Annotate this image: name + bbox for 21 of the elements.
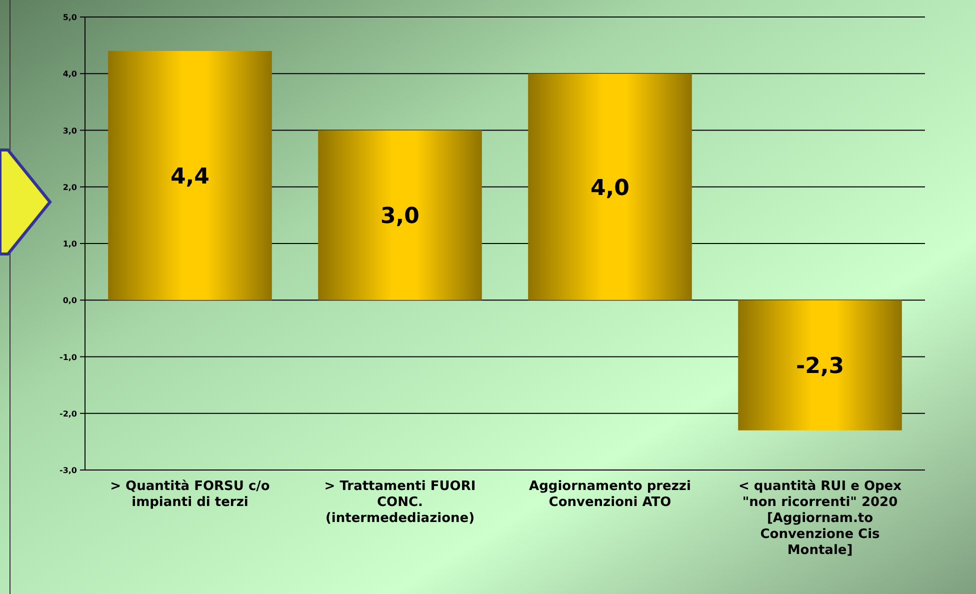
x-tick-label: > Trattamenti FUORI CONC. (intermedediazione): [324, 479, 476, 526]
data-label: -2,3: [796, 354, 844, 380]
data-label: 4,4: [170, 164, 210, 190]
x-tick-label: < quantità RUI e Opex "non ricorrenti" 2020 [Aggiornam.to Convenzione Cis Montale]: [738, 479, 902, 558]
data-label: 3,0: [380, 204, 420, 230]
data-label: 4,0: [590, 176, 630, 201]
y-tick-label: 0,0: [62, 296, 78, 306]
y-tick-label: -1,0: [60, 352, 78, 362]
bar: [738, 300, 902, 430]
y-tick-label: 5,0: [62, 13, 78, 22]
y-tick-label: 2,0: [62, 182, 78, 192]
y-tick-label: -3,0: [60, 466, 78, 475]
bar: [318, 130, 482, 300]
y-tick-label: 4,0: [62, 70, 78, 79]
y-tick-label: -2,0: [60, 409, 78, 418]
y-tick-label: 3,0: [62, 126, 78, 136]
bar: [528, 74, 692, 300]
x-tick-label: Aggiornamento prezzi Convenzioni ATO: [529, 479, 691, 510]
x-tick-label: > Quantità FORSU c/o impianti di terzi: [110, 479, 270, 510]
bar: [108, 50, 272, 300]
y-tick-label: 1,0: [62, 240, 78, 248]
